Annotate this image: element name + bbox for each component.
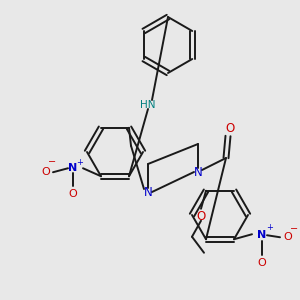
Text: −: − (290, 224, 298, 234)
Text: +: + (267, 223, 273, 232)
Text: O: O (196, 210, 206, 223)
Text: O: O (42, 167, 50, 177)
Text: +: + (76, 158, 83, 167)
Text: N: N (257, 230, 267, 240)
Text: −: − (48, 157, 56, 167)
Text: N: N (194, 166, 202, 178)
Text: N: N (144, 185, 152, 199)
Text: O: O (284, 232, 292, 242)
Text: O: O (258, 258, 266, 268)
Text: N: N (68, 163, 78, 173)
Text: HN: HN (140, 100, 156, 110)
Text: O: O (225, 122, 235, 134)
Text: O: O (69, 189, 77, 199)
